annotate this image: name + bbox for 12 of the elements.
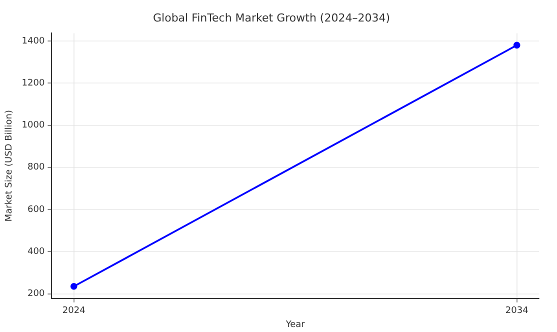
chart-title: Global FinTech Market Growth (2024–2034) bbox=[153, 11, 390, 24]
y-tick-label: 200 bbox=[28, 289, 45, 300]
y-tick-label: 400 bbox=[28, 246, 45, 257]
y-tick-label: 1400 bbox=[22, 36, 45, 46]
x-tick-label: 2024 bbox=[62, 306, 86, 316]
x-tick-label: 2034 bbox=[505, 306, 529, 316]
y-tick-label: 600 bbox=[28, 204, 45, 215]
y-tick-label: 1200 bbox=[22, 78, 45, 88]
y-axis-title: Market Size (USD Billion) bbox=[4, 110, 15, 222]
y-tick-label: 800 bbox=[28, 162, 45, 173]
x-axis-title: Year bbox=[284, 320, 306, 330]
y-tick-label: 1000 bbox=[22, 120, 45, 131]
